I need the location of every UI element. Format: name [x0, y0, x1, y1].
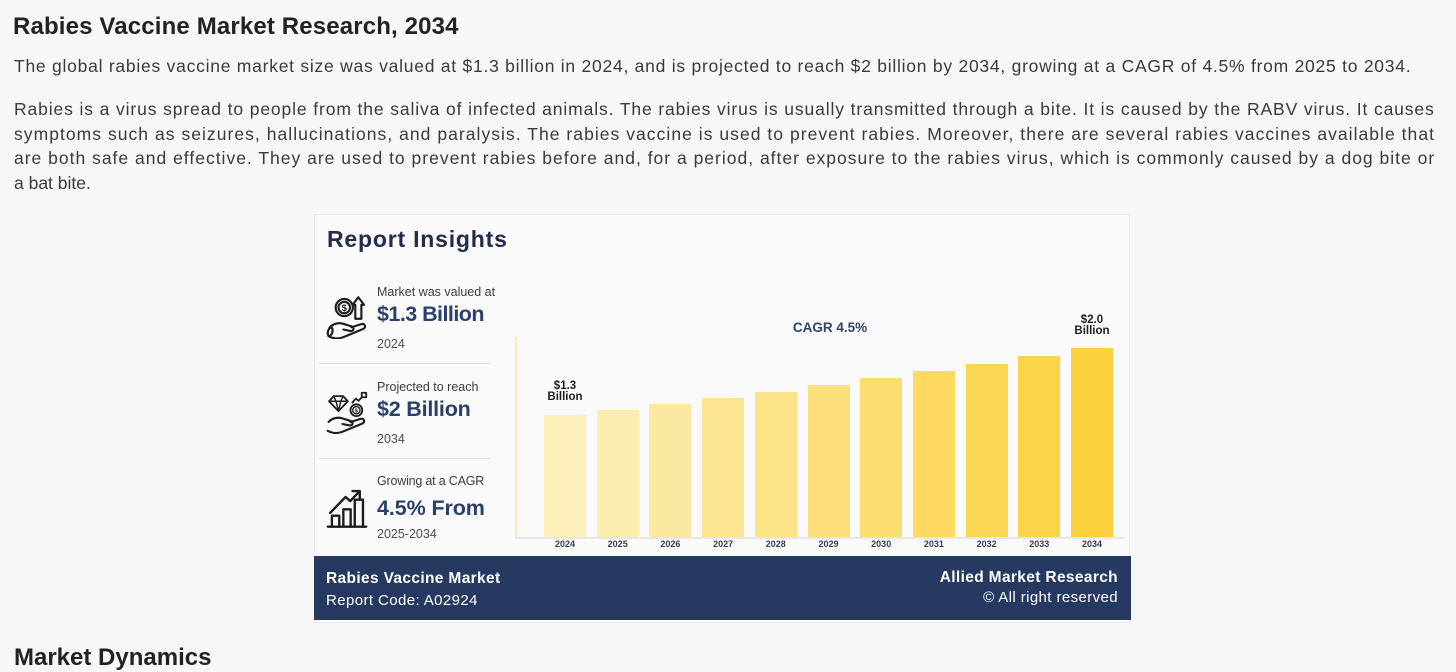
svg-text:$: $: [342, 302, 348, 313]
svg-text:$: $: [355, 408, 359, 414]
